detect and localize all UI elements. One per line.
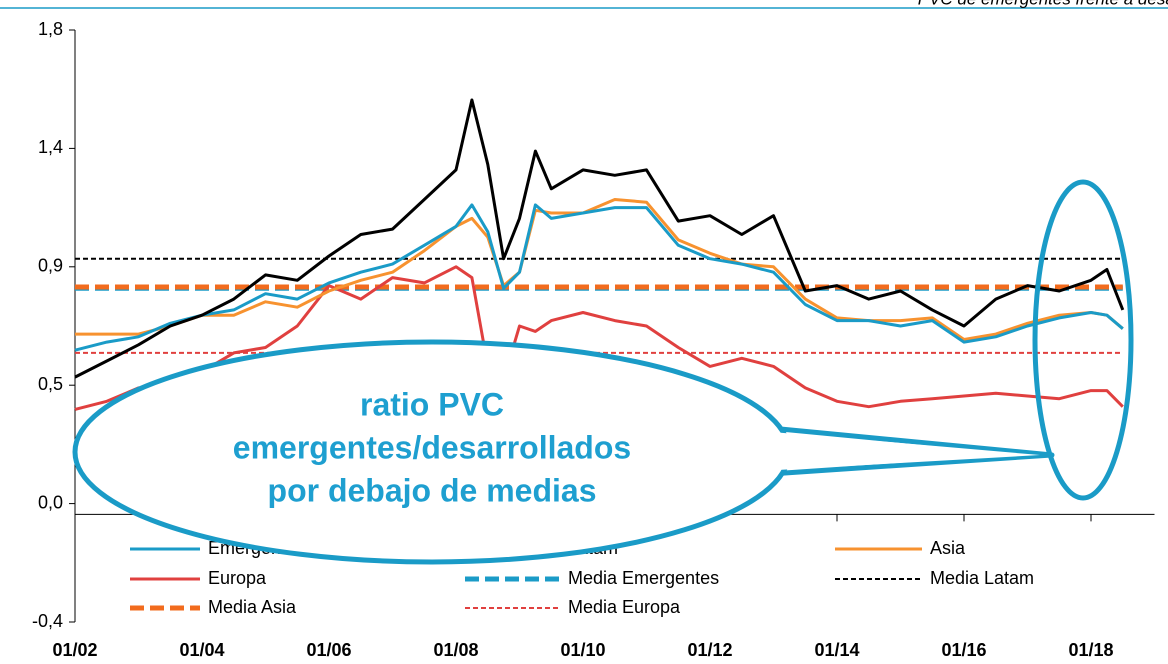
series-line [74, 265, 1124, 411]
legend-label: Media Europa [568, 597, 681, 617]
series-line [74, 203, 1124, 352]
x-tick-label: 01/14 [814, 640, 859, 660]
legend-label: Media Emergentes [568, 568, 719, 588]
annotation-text: ratio PVC [360, 386, 504, 422]
annotation-text: por debajo de medias [268, 472, 597, 508]
series-line [74, 98, 1125, 379]
y-tick-label: -0,4 [32, 611, 63, 631]
x-tick-label: 01/12 [687, 640, 732, 660]
x-tick-label: 01/10 [560, 640, 605, 660]
annotation-text: emergentes/desarrollados [233, 429, 631, 465]
x-tick-label: 01/04 [179, 640, 224, 660]
highlight-ellipse [1032, 179, 1134, 501]
legend-label: Asia [930, 538, 966, 558]
x-tick-label: 01/18 [1068, 640, 1113, 660]
y-tick-label: 0,0 [38, 492, 63, 512]
chart-title: PVC de emergentes frente a desarrollados [918, 0, 1168, 8]
x-tick-label: 01/08 [433, 640, 478, 660]
series-line [75, 198, 1124, 341]
x-tick-label: 01/02 [52, 640, 97, 660]
legend-label: Media Latam [930, 568, 1034, 588]
y-tick-label: 0,5 [38, 374, 63, 394]
legend-label: Europa [208, 568, 267, 588]
y-tick-label: 1,8 [38, 19, 63, 39]
callout-join [760, 431, 1040, 471]
y-tick-label: 1,4 [38, 137, 63, 157]
x-tick-label: 01/16 [941, 640, 986, 660]
y-tick-label: 0,9 [38, 256, 63, 276]
legend-label: Media Asia [208, 597, 297, 617]
x-tick-label: 01/06 [306, 640, 351, 660]
